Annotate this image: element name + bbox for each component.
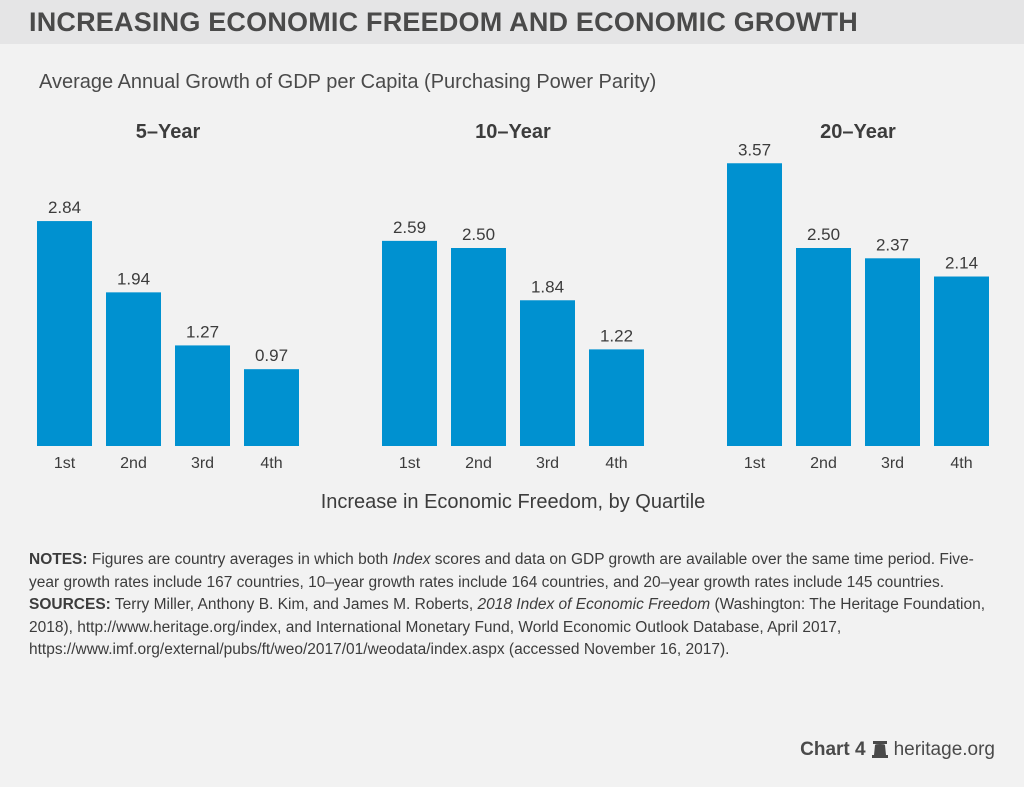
x-tick-label: 2nd — [810, 455, 837, 472]
data-label: 1.94 — [117, 269, 150, 288]
data-label: 1.27 — [186, 322, 219, 341]
x-tick-label: 3rd — [881, 455, 904, 472]
bar — [175, 345, 230, 446]
bar-chart: 5–Year 2.84 1st 1.94 2nd 1.27 3rd 0.97 4th 10–Yea… — [37, 121, 989, 513]
x-tick-label: 2nd — [120, 455, 147, 472]
bar — [37, 221, 92, 446]
data-label: 1.84 — [531, 277, 564, 296]
bar — [106, 292, 161, 446]
data-label: 2.50 — [807, 225, 840, 244]
data-label: 0.97 — [255, 346, 288, 365]
chart-subtitle: Average Annual Growth of GDP per Capita … — [39, 71, 657, 93]
data-label: 2.14 — [945, 254, 978, 273]
panel-title: 5–Year — [136, 121, 201, 143]
x-tick-label: 4th — [950, 455, 972, 472]
bar — [520, 300, 575, 446]
notes-paragraph: NOTES: Figures are country averages in w… — [29, 551, 974, 591]
data-label: 2.50 — [462, 225, 495, 244]
footer: Chart 4 heritage.org — [800, 739, 995, 761]
chart-title: INCREASING ECONOMIC FREEDOM AND ECONOMIC… — [29, 7, 858, 37]
data-label: 3.57 — [738, 140, 771, 159]
header-band: INCREASING ECONOMIC FREEDOM AND ECONOMIC… — [0, 0, 1024, 44]
bar — [865, 258, 920, 446]
x-tick-label: 4th — [260, 455, 282, 472]
bar — [589, 349, 644, 446]
bar — [382, 240, 437, 446]
liberty-bell-icon — [871, 741, 888, 758]
data-label: 2.84 — [48, 198, 81, 217]
x-tick-label: 1st — [54, 455, 76, 472]
bar — [451, 248, 506, 446]
data-label: 2.37 — [876, 235, 909, 254]
sources-paragraph: SOURCES: Terry Miller, Anthony B. Kim, a… — [29, 596, 986, 658]
bar — [244, 369, 299, 446]
notes-block: NOTES: Figures are country averages in w… — [29, 549, 999, 662]
x-tick-label: 2nd — [465, 455, 492, 472]
chart-number: Chart 4 — [800, 739, 866, 760]
data-label: 2.59 — [393, 218, 426, 237]
site-name: heritage.org — [893, 739, 995, 760]
x-axis-label: Increase in Economic Freedom, by Quartil… — [321, 491, 706, 513]
bar — [934, 276, 989, 446]
bar — [796, 248, 851, 446]
x-tick-label: 4th — [605, 455, 627, 472]
x-tick-label: 3rd — [191, 455, 214, 472]
data-label: 1.22 — [600, 326, 633, 345]
x-tick-label: 1st — [399, 455, 421, 472]
x-tick-label: 1st — [744, 455, 766, 472]
panel-title: 10–Year — [475, 121, 551, 143]
bar — [727, 163, 782, 447]
panel-title: 20–Year — [820, 121, 896, 143]
x-tick-label: 3rd — [536, 455, 559, 472]
